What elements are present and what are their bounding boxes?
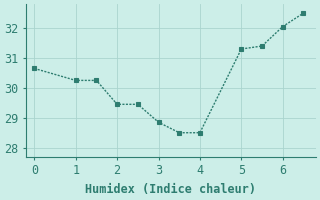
X-axis label: Humidex (Indice chaleur): Humidex (Indice chaleur): [85, 183, 256, 196]
